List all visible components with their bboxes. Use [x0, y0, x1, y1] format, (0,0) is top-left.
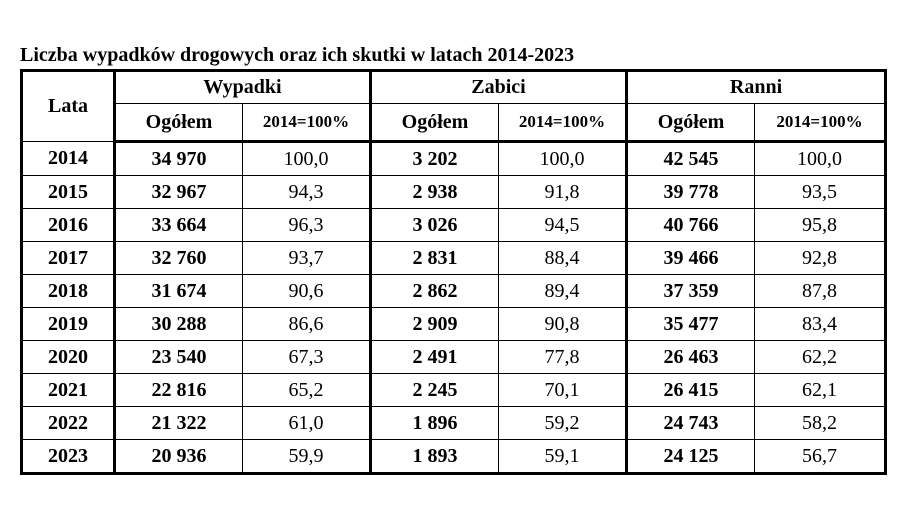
cell-year: 2019 — [21, 307, 116, 341]
cell-year: 2018 — [21, 274, 116, 308]
cell-ranni-index: 87,8 — [754, 274, 887, 308]
cell-zabici-index: 91,8 — [497, 175, 628, 209]
header-group-ranni: Ranni — [625, 70, 887, 104]
cell-wypadki-total: 34 970 — [114, 141, 243, 176]
cell-ranni-total: 39 466 — [625, 241, 756, 275]
table-row: 2015 32 967 94,3 2 938 91,8 39 778 93,5 — [21, 175, 887, 209]
cell-wypadki-total: 33 664 — [114, 208, 243, 242]
cell-zabici-index: 89,4 — [497, 274, 628, 308]
cell-ranni-index: 62,2 — [754, 340, 887, 374]
cell-wypadki-index: 93,7 — [242, 241, 371, 275]
cell-ranni-index: 92,8 — [754, 241, 887, 275]
cell-zabici-index: 59,1 — [497, 439, 628, 474]
cell-zabici-total: 2 831 — [369, 241, 499, 275]
cell-ranni-index: 83,4 — [754, 307, 887, 341]
cell-year: 2023 — [21, 439, 116, 474]
header-ranni-index: 2014=100% — [754, 103, 887, 143]
cell-ranni-index: 58,2 — [754, 406, 887, 440]
cell-ranni-total: 37 359 — [625, 274, 756, 308]
cell-ranni-index: 93,5 — [754, 175, 887, 209]
cell-wypadki-total: 23 540 — [114, 340, 243, 374]
cell-wypadki-total: 20 936 — [114, 439, 243, 474]
cell-zabici-total: 2 862 — [369, 274, 499, 308]
cell-zabici-total: 2 909 — [369, 307, 499, 341]
cell-wypadki-total: 31 674 — [114, 274, 243, 308]
cell-year: 2015 — [21, 175, 116, 209]
header-wypadki-total: Ogółem — [114, 103, 243, 143]
cell-wypadki-total: 30 288 — [114, 307, 243, 341]
cell-wypadki-index: 65,2 — [242, 373, 371, 407]
cell-zabici-total: 2 938 — [369, 175, 499, 209]
table-row: 2020 23 540 67,3 2 491 77,8 26 463 62,2 — [21, 340, 887, 374]
header-group-zabici: Zabici — [368, 70, 628, 104]
header-wypadki-index: 2014=100% — [242, 103, 371, 143]
cell-year: 2016 — [21, 208, 116, 242]
table-row: 2019 30 288 86,6 2 909 90,8 35 477 83,4 — [21, 307, 887, 341]
cell-ranni-total: 42 545 — [625, 141, 756, 176]
cell-zabici-index: 70,1 — [497, 373, 628, 407]
cell-wypadki-total: 32 760 — [114, 241, 243, 275]
cell-wypadki-index: 96,3 — [242, 208, 371, 242]
cell-zabici-index: 77,8 — [497, 340, 628, 374]
table-row: 2018 31 674 90,6 2 862 89,4 37 359 87,8 — [21, 274, 887, 308]
cell-zabici-total: 1 896 — [369, 406, 499, 440]
table-row: 2016 33 664 96,3 3 026 94,5 40 766 95,8 — [21, 208, 887, 242]
cell-zabici-total: 2 245 — [369, 373, 499, 407]
cell-ranni-index: 62,1 — [754, 373, 887, 407]
cell-ranni-index: 100,0 — [754, 141, 887, 176]
cell-zabici-index: 94,5 — [497, 208, 628, 242]
cell-ranni-total: 26 463 — [625, 340, 756, 374]
table-row: 2022 21 322 61,0 1 896 59,2 24 743 58,2 — [21, 406, 887, 440]
cell-wypadki-index: 86,6 — [242, 307, 371, 341]
table-row: 2021 22 816 65,2 2 245 70,1 26 415 62,1 — [21, 373, 887, 407]
cell-ranni-index: 56,7 — [754, 439, 887, 474]
header-ranni-total: Ogółem — [625, 103, 756, 143]
cell-wypadki-index: 67,3 — [242, 340, 371, 374]
cell-wypadki-index: 61,0 — [242, 406, 371, 440]
accidents-table: Lata Wypadki Zabici Ranni Ogółem 2014=10… — [20, 69, 888, 475]
cell-ranni-index: 95,8 — [754, 208, 887, 242]
cell-zabici-index: 100,0 — [497, 141, 628, 176]
cell-zabici-index: 88,4 — [497, 241, 628, 275]
cell-zabici-total: 3 202 — [369, 141, 499, 176]
cell-ranni-total: 39 778 — [625, 175, 756, 209]
cell-wypadki-total: 21 322 — [114, 406, 243, 440]
cell-ranni-total: 40 766 — [625, 208, 756, 242]
cell-zabici-total: 2 491 — [369, 340, 499, 374]
cell-zabici-index: 59,2 — [497, 406, 628, 440]
cell-wypadki-index: 100,0 — [242, 141, 371, 176]
table-row: 2017 32 760 93,7 2 831 88,4 39 466 92,8 — [21, 241, 887, 275]
cell-zabici-total: 3 026 — [369, 208, 499, 242]
table-row: 2014 34 970 100,0 3 202 100,0 42 545 100… — [21, 141, 887, 176]
cell-ranni-total: 24 743 — [625, 406, 756, 440]
table-title: Liczba wypadków drogowych oraz ich skutk… — [20, 44, 575, 67]
cell-zabici-index: 90,8 — [497, 307, 628, 341]
cell-ranni-total: 26 415 — [625, 373, 756, 407]
header-year: Lata — [21, 70, 116, 142]
cell-wypadki-index: 94,3 — [242, 175, 371, 209]
cell-year: 2014 — [21, 141, 116, 176]
cell-ranni-total: 24 125 — [625, 439, 756, 474]
cell-year: 2021 — [21, 373, 116, 407]
cell-year: 2022 — [21, 406, 116, 440]
cell-year: 2017 — [21, 241, 116, 275]
cell-wypadki-total: 32 967 — [114, 175, 243, 209]
table-body: 2014 34 970 100,0 3 202 100,0 42 545 100… — [21, 141, 887, 474]
cell-zabici-total: 1 893 — [369, 439, 499, 474]
table-row: 2023 20 936 59,9 1 893 59,1 24 125 56,7 — [21, 439, 887, 474]
cell-wypadki-total: 22 816 — [114, 373, 243, 407]
cell-wypadki-index: 90,6 — [242, 274, 371, 308]
cell-wypadki-index: 59,9 — [242, 439, 371, 474]
header-zabici-index: 2014=100% — [497, 103, 628, 143]
header-group-wypadki: Wypadki — [114, 70, 371, 104]
cell-year: 2020 — [21, 340, 116, 374]
cell-ranni-total: 35 477 — [625, 307, 756, 341]
header-zabici-total: Ogółem — [369, 103, 499, 143]
